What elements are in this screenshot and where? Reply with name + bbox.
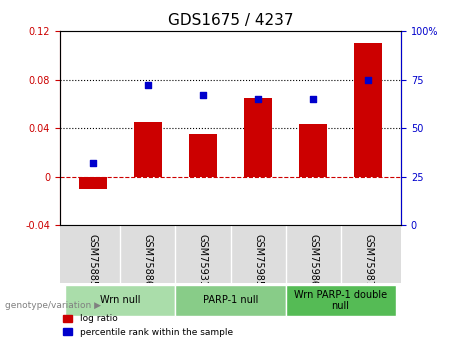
Bar [134, 122, 162, 177]
Text: GSM75986: GSM75986 [308, 234, 318, 287]
Title: GDS1675 / 4237: GDS1675 / 4237 [168, 13, 293, 29]
Bar [299, 125, 327, 177]
Point [89, 160, 97, 166]
Text: genotype/variation ▶: genotype/variation ▶ [5, 301, 100, 310]
Text: GSM75987: GSM75987 [363, 234, 373, 287]
Point [199, 92, 207, 98]
Text: GSM75885: GSM75885 [88, 234, 98, 287]
Legend: log ratio, percentile rank within the sample: log ratio, percentile rank within the sa… [60, 311, 236, 341]
Bar [355, 43, 382, 177]
FancyBboxPatch shape [285, 285, 396, 316]
Text: Wrn PARP-1 double
null: Wrn PARP-1 double null [294, 289, 387, 311]
Point [254, 96, 262, 102]
Point [364, 77, 372, 82]
FancyBboxPatch shape [65, 285, 176, 316]
Bar [244, 98, 272, 177]
Text: GSM75931: GSM75931 [198, 234, 208, 287]
FancyBboxPatch shape [176, 285, 285, 316]
Text: GSM75985: GSM75985 [253, 234, 263, 287]
Text: PARP-1 null: PARP-1 null [203, 295, 258, 305]
Point [309, 96, 317, 102]
Text: Wrn null: Wrn null [100, 295, 141, 305]
Text: GSM75886: GSM75886 [143, 234, 153, 287]
Point [144, 83, 152, 88]
Bar [79, 177, 106, 189]
Bar [189, 134, 217, 177]
